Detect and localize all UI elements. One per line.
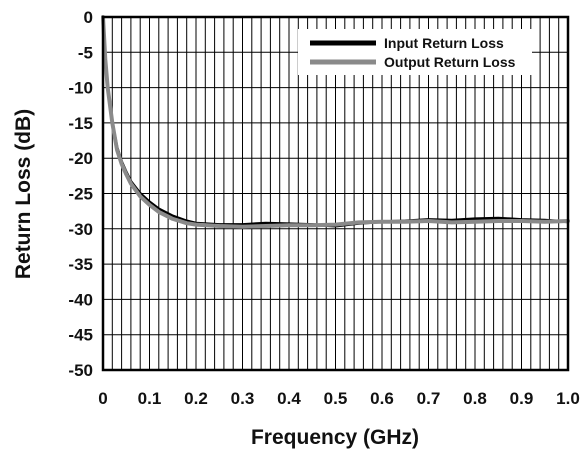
legend-box bbox=[298, 29, 532, 75]
y-tick-label: -40 bbox=[68, 290, 93, 309]
plot-frame bbox=[101, 15, 570, 372]
y-tick-label: -30 bbox=[68, 220, 93, 239]
legend-label-output: Output Return Loss bbox=[384, 54, 516, 70]
series-line-output-return-loss bbox=[101, 15, 570, 229]
y-tick-label: -20 bbox=[68, 149, 93, 168]
x-tick-label: 0.6 bbox=[370, 389, 394, 408]
x-tick-label: 0.8 bbox=[463, 389, 487, 408]
legend: Input Return Loss Output Return Loss bbox=[298, 29, 532, 75]
y-tick-label: -5 bbox=[78, 43, 93, 62]
x-tick-label: 0.5 bbox=[324, 389, 348, 408]
x-tick-label: 1.0 bbox=[556, 389, 580, 408]
y-tick-label: 0 bbox=[84, 8, 93, 27]
y-tick-label: -15 bbox=[68, 114, 93, 133]
x-tick-label: 0.4 bbox=[277, 389, 301, 408]
x-tick-label: 0.1 bbox=[138, 389, 162, 408]
series-group bbox=[101, 15, 570, 229]
x-tick-label: 0 bbox=[98, 389, 107, 408]
y-tick-label: -25 bbox=[68, 185, 93, 204]
x-tick-label: 0.3 bbox=[231, 389, 255, 408]
x-tick-label: 0.7 bbox=[417, 389, 441, 408]
legend-label-input: Input Return Loss bbox=[384, 35, 504, 51]
grid bbox=[103, 17, 568, 370]
y-tick-label: -50 bbox=[68, 361, 93, 380]
y-tick-label: -10 bbox=[68, 79, 93, 98]
y-axis-title: Return Loss (dB) bbox=[12, 109, 35, 279]
x-axis-title: Frequency (GHz) bbox=[251, 426, 419, 449]
y-tick-label: -45 bbox=[68, 326, 93, 345]
tick-labels: 0 -5 -10 -15 -20 -25 -30 -35 -40 -45 -50 0 0.1 0.2 0.3… bbox=[68, 8, 579, 408]
x-tick-label: 0.9 bbox=[510, 389, 534, 408]
x-tick-label: 0.2 bbox=[184, 389, 208, 408]
y-tick-label: -35 bbox=[68, 255, 93, 274]
